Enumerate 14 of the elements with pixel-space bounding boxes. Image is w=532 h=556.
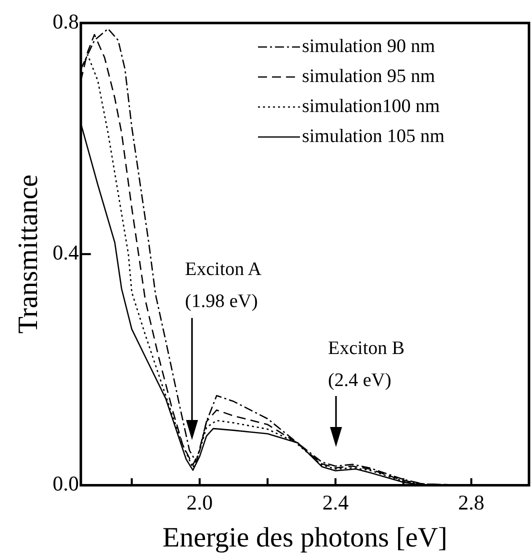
annotation: Exciton B (2.4 eV) [328, 337, 405, 393]
x-tick-label: 2.4 [322, 490, 350, 514]
x-axis-title: Energie des photons [eV] [162, 522, 448, 554]
legend-label: simulation 90 nm [302, 36, 436, 57]
legend-label: simulation 105 nm [302, 126, 445, 147]
legend-label: simulation100 nm [302, 96, 440, 117]
y-tick-label: 0.8 [52, 10, 79, 34]
annotation: Exciton A (1.98 eV) [185, 258, 262, 314]
y-tick-label: 0.4 [52, 240, 80, 265]
x-tick-label: 2.8 [458, 490, 484, 514]
y-axis-title: Transmittance [13, 174, 44, 334]
x-tick-label: 2.0 [186, 490, 213, 514]
y-tick-label: 0.0 [52, 472, 79, 496]
legend-label: simulation 95 nm [302, 66, 436, 87]
